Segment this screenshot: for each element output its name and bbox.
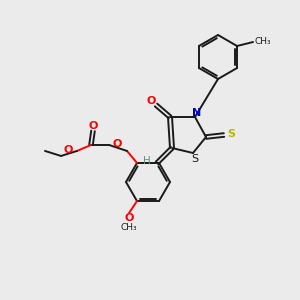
Text: O: O <box>88 121 98 131</box>
Text: O: O <box>112 139 122 149</box>
Text: O: O <box>64 145 73 155</box>
Text: S: S <box>191 154 199 164</box>
Text: H: H <box>143 156 151 166</box>
Text: CH₃: CH₃ <box>121 223 137 232</box>
Text: O: O <box>146 96 156 106</box>
Text: O: O <box>124 213 134 223</box>
Text: N: N <box>192 108 202 118</box>
Text: CH₃: CH₃ <box>255 38 272 46</box>
Text: S: S <box>227 129 235 139</box>
